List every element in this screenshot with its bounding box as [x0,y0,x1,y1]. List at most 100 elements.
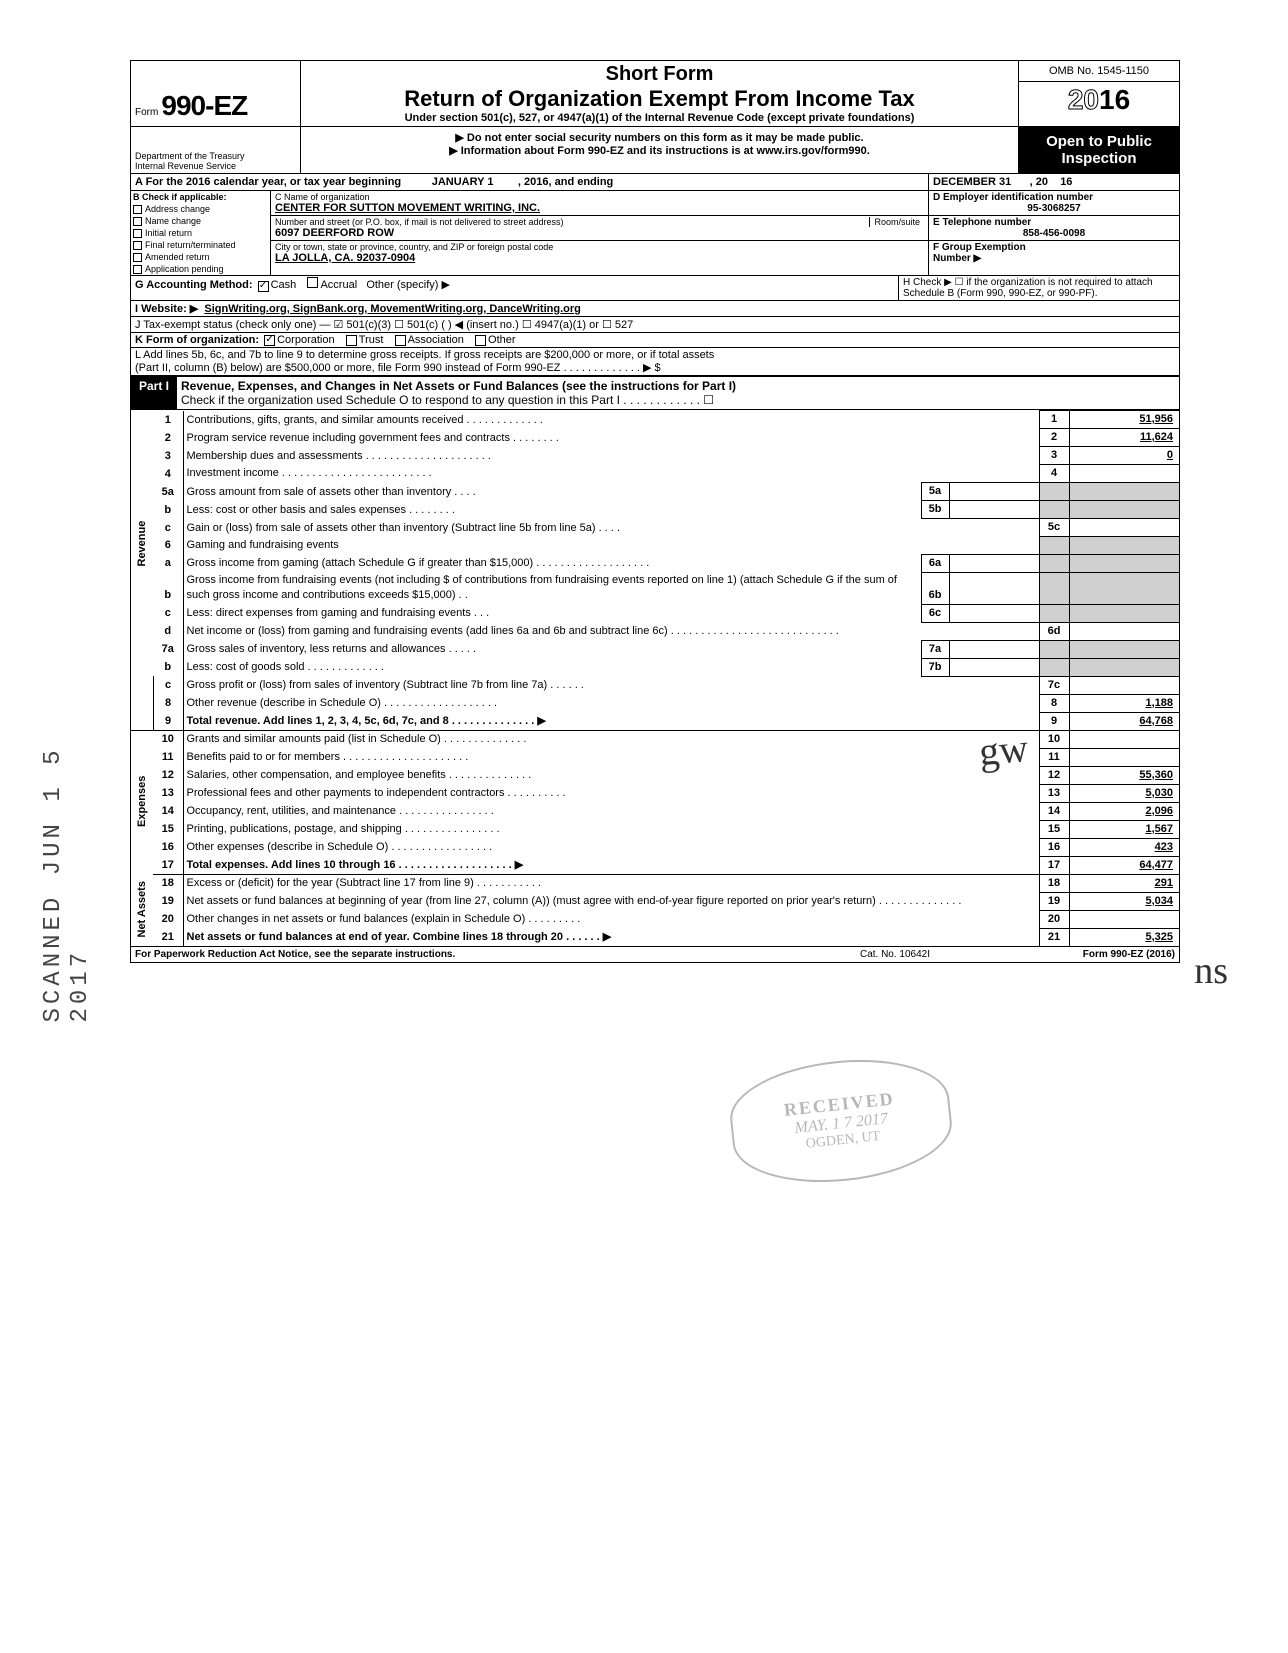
header-right: OMB No. 1545-1150 2016 [1019,61,1179,126]
section-expenses: Expenses [131,730,153,874]
line-amt-shade [1069,640,1179,658]
chk-name-change[interactable]: Name change [131,215,270,227]
line-idx: 13 [1039,784,1069,802]
line-desc: Investment income . . . . . . . . . . . … [183,465,1039,483]
section-net-assets: Net Assets [131,874,153,946]
tax-year: 2016 [1019,82,1179,118]
form-number: 990-EZ [161,90,247,121]
line-num: 7a [153,640,183,658]
line-num: 17 [153,856,183,874]
website-label: I Website: ▶ [135,302,198,315]
line-desc: Salaries, other compensation, and employ… [183,766,1039,784]
line-amt: 0 [1069,447,1179,465]
line-num: c [153,519,183,537]
mini-idx: 5b [921,501,949,519]
line-num: 16 [153,838,183,856]
line-num: c [153,676,183,694]
line-idx: 15 [1039,820,1069,838]
col-c-org-info: C Name of organization CENTER FOR SUTTON… [271,191,929,275]
line-15: 15 Printing, publications, postage, and … [131,820,1179,838]
row-a-right: DECEMBER 31 , 20 16 [929,174,1179,190]
part-1-header: Part I Revenue, Expenses, and Changes in… [131,377,1179,410]
line-idx-shade [1039,658,1069,676]
col-d-e-f: D Employer identification number 95-3068… [929,191,1179,275]
line-idx: 3 [1039,447,1069,465]
line-num: 19 [153,892,183,910]
line-desc: Printing, publications, postage, and shi… [183,820,1039,838]
row-k-org-form: K Form of organization: Corporation Trus… [131,333,1179,348]
group-ex-label: F Group Exemption [933,242,1026,253]
line-7c: c Gross profit or (loss) from sales of i… [131,676,1179,694]
line-4: 4 Investment income . . . . . . . . . . … [131,465,1179,483]
chk-initial-return[interactable]: Initial return [131,227,270,239]
line-desc: Gross sales of inventory, less returns a… [183,640,921,658]
line-idx-shade [1039,572,1069,604]
chk-cash[interactable] [258,281,269,292]
chk-corporation[interactable] [264,335,275,346]
received-date: MAY. 1 7 2017 [794,1110,889,1138]
ein-block: D Employer identification number 95-3068… [929,191,1179,216]
room-suite-label: Room/suite [869,217,924,227]
header-left: Form 990-EZ [131,61,301,126]
chk-application-pending[interactable]: Application pending [131,263,270,275]
part-1-check: Check if the organization used Schedule … [181,393,714,407]
line-desc: Benefits paid to or for members . . . . … [183,748,1039,766]
line-num: d [153,622,183,640]
line-amt [1069,910,1179,928]
assoc-label: Association [408,334,464,346]
group-ex-number: Number ▶ [933,253,981,264]
chk-label: Amended return [145,251,210,263]
form-990ez: Form 990-EZ Short Form Return of Organiz… [130,60,1180,963]
header-mid: Short Form Return of Organization Exempt… [301,61,1019,126]
line-desc: Professional fees and other payments to … [183,784,1039,802]
group-exemption-block: F Group Exemption Number ▶ [929,241,1179,265]
chk-final-return[interactable]: Final return/terminated [131,239,270,251]
mini-idx: 6a [921,554,949,572]
line-amt-shade [1069,604,1179,622]
line-amt: 2,096 [1069,802,1179,820]
line-6a: a Gross income from gaming (attach Sched… [131,554,1179,572]
col-b-header: B Check if applicable: [131,191,270,203]
part-1-text: Revenue, Expenses, and Changes in Net As… [177,377,1179,409]
main-title: Return of Organization Exempt From Incom… [305,86,1014,112]
line-idx: 5c [1039,519,1069,537]
year-bold: 16 [1099,84,1130,115]
chk-amended-return[interactable]: Amended return [131,251,270,263]
line-desc: Gross profit or (loss) from sales of inv… [183,676,1039,694]
line-idx: 14 [1039,802,1069,820]
phone-label: E Telephone number [933,217,1175,228]
footer-left: For Paperwork Reduction Act Notice, see … [135,949,795,960]
chk-trust[interactable] [346,335,357,346]
line-idx: 12 [1039,766,1069,784]
row-j-tax-status: J Tax-exempt status (check only one) — ☑… [131,317,1179,333]
subtitle: Under section 501(c), 527, or 4947(a)(1)… [305,112,1014,124]
line-6d: d Net income or (loss) from gaming and f… [131,622,1179,640]
city-value: LA JOLLA, CA. 92037-0904 [275,252,924,264]
other-org-label: Other [488,334,516,346]
line-20: 20 Other changes in net assets or fund b… [131,910,1179,928]
line-desc: Membership dues and assessments . . . . … [183,447,1039,465]
line-desc: Gross income from fundraising events (no… [183,572,921,604]
chk-accrual[interactable] [307,277,318,288]
line-idx: 1 [1039,411,1069,429]
chk-label: Name change [145,215,201,227]
line-amt-shade [1069,537,1179,555]
dept-treasury: Department of the Treasury Internal Reve… [131,127,301,173]
row-a-begin: JANUARY 1 [432,176,494,188]
line-idx: 20 [1039,910,1069,928]
chk-association[interactable] [395,335,406,346]
line-desc: Other revenue (describe in Schedule O) .… [183,694,1039,712]
org-name-block: C Name of organization CENTER FOR SUTTON… [271,191,928,216]
line-desc: Gaming and fundraising events [183,537,1039,555]
line-13: 13 Professional fees and other payments … [131,784,1179,802]
org-city-block: City or town, state or province, country… [271,241,928,265]
line-idx-shade [1039,640,1069,658]
line-num: 6 [153,537,183,555]
line-5a: 5a Gross amount from sale of assets othe… [131,483,1179,501]
chk-address-change[interactable]: Address change [131,203,270,215]
chk-other-org[interactable] [475,335,486,346]
line-desc: Total revenue. Add lines 1, 2, 3, 4, 5c,… [183,712,1039,730]
omb-number: OMB No. 1545-1150 [1019,61,1179,82]
header-notes: ▶ Do not enter social security numbers o… [301,127,1019,173]
chk-label: Final return/terminated [145,239,236,251]
